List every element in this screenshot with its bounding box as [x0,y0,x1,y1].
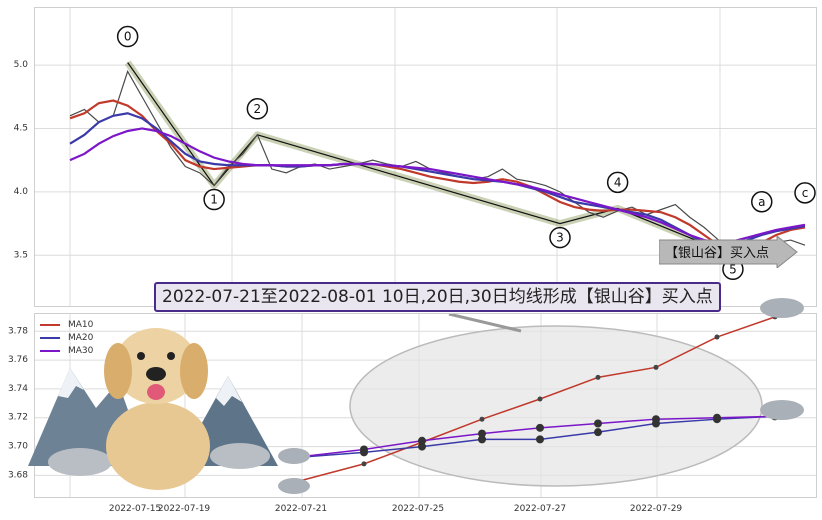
zigzag-point-label: 0 [124,30,132,44]
highlight-ellipse [349,325,763,487]
ma-point-ma10 [479,416,485,422]
pattern-marker [751,191,773,213]
legend-label-ma20: MA20 [68,332,94,343]
zigzag-point-label: 2 [254,102,262,116]
ma-y-tick-label: 3.74 [8,384,28,394]
ingot-decorations [760,298,804,420]
ma-point-ma10 [714,334,720,340]
pattern-marker-label: a [758,195,765,209]
ma-point-ma10 [537,396,543,402]
ingot-right [210,443,270,469]
price-y-tick-label: 4.5 [14,123,28,133]
zigzag-line [127,62,734,256]
dog-illustration [28,328,278,490]
ingot-small-2 [278,478,310,494]
ma-legend: MA10 MA20 MA30 [40,318,93,357]
ma-y-tick-label: 3.78 [8,326,28,336]
buy-point-callout: 【银山谷】买入点 [659,236,798,268]
zigzag-point-marker [246,98,269,120]
dog-nose [146,367,166,381]
ma-y-tick-label: 3.68 [8,470,28,480]
ma-point-ma10 [361,461,367,467]
ma-point-ma30 [713,413,721,422]
ma-y-tick-label: 3.70 [8,442,28,452]
zigzag-point-label: 3 [556,231,564,245]
legend-item-ma20: MA20 [40,331,93,344]
ma-x-tick-label: 2022-07-27 [514,504,566,514]
ma-point-ma20 [418,442,426,451]
dog-body [106,402,210,490]
price-y-axis: 3.5 4.0 4.5 5.0 [14,60,29,260]
price-y-tick-label: 4.0 [14,187,29,197]
dog-eye-right [167,352,175,360]
pattern-marker-label: c [802,186,809,200]
callout-arrow-shape [659,236,798,268]
zigzag-point-label: 1 [210,193,218,207]
dog-tongue [147,384,165,400]
ingot-mid-right [760,400,804,420]
mountain-left-snow [58,368,84,398]
ingot-left [48,448,112,476]
legend-item-ma30: MA30 [40,344,93,357]
zigzag-point-marker [203,188,225,211]
zigzag-point-marker [549,226,571,249]
ma-point-ma30 [478,429,486,438]
price-chart-panel: 0 1 2 3 4 5 a c [34,7,817,307]
mountain-right-snow [216,376,242,406]
callout-text: 【银山谷】买入点 [665,246,769,261]
chart-banner: 2022-07-21至2022-08-01 10日,20日,30日均线形成【银山… [154,282,721,312]
pointer-arrow [448,314,522,333]
ma-point-ma30 [594,419,602,428]
ma-point-ma20 [536,435,544,444]
ma-x-tick-label: 2022-07-29 [630,504,683,514]
ma-point-ma30 [652,415,660,424]
price-y-tick-label: 5.0 [14,60,29,70]
ma-y-tick-label: 3.72 [8,413,28,423]
price-y-tick-label: 3.5 [14,250,28,260]
ma-point-ma10 [595,374,601,380]
zigzag-point-marker [606,171,629,194]
legend-label-ma30: MA30 [68,345,94,356]
series-line-ma30 [69,127,806,244]
ma-point-ma30 [418,436,426,445]
ma-y-tick-label: 3.76 [8,355,28,365]
ingot-decorations-left [278,448,310,494]
ingot-small-1 [278,448,310,464]
ma-x-tick-label: 2022-07-21 [275,504,327,514]
zigzag-point-marker [116,25,139,48]
ma-x-tick-label: 2022-07-15 [109,504,161,514]
legend-item-ma10: MA10 [40,318,93,331]
dog-eye-left [137,352,145,360]
dog-ear-left [104,343,132,399]
zigzag-point-label: 5 [729,262,737,276]
zigzag-point-label: 4 [614,175,622,189]
ingot-top-right [760,298,804,318]
dog-ear-right [180,343,208,399]
pattern-marker [794,182,816,204]
ma-point-ma10 [653,364,659,370]
ma-x-tick-label: 2022-07-19 [158,504,211,514]
legend-label-ma10: MA10 [68,319,94,330]
series-line-ma10 [69,99,806,252]
ma-y-axis: 3.68 3.70 3.72 3.74 3.76 3.78 [8,326,28,480]
ma-point-ma30 [360,445,368,454]
ma-point-ma20 [478,435,486,444]
ma-point-ma20 [594,428,602,437]
ma-x-tick-label: 2022-07-25 [392,504,444,514]
dog-head [114,328,198,404]
ma-point-ma30 [536,423,544,432]
